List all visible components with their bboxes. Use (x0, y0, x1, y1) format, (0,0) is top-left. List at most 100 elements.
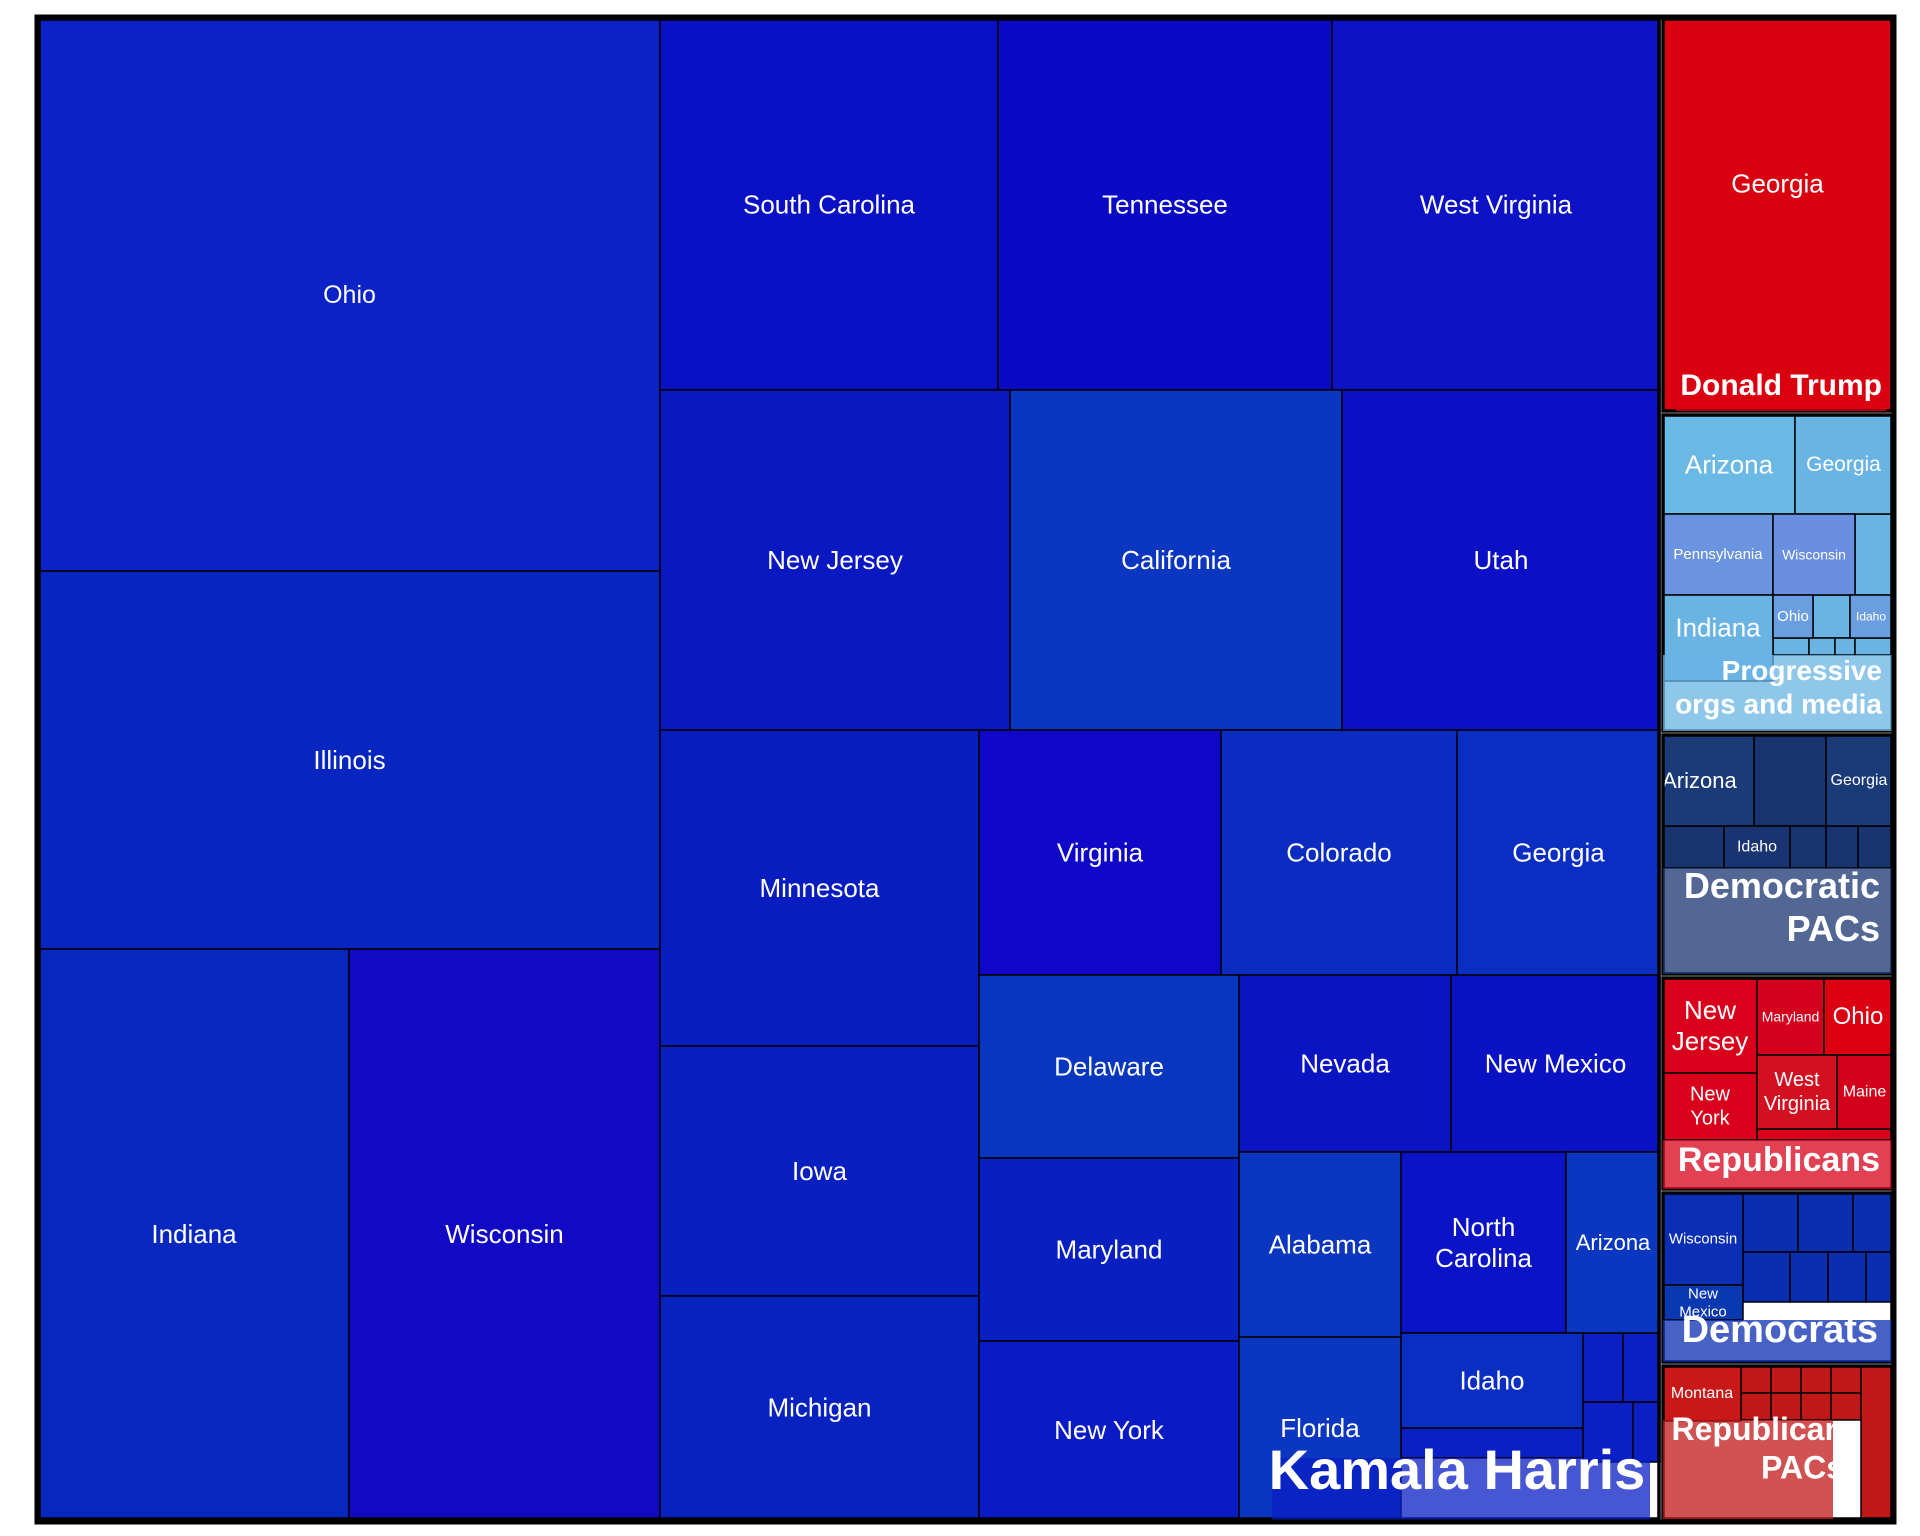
democrats-small-cell (1827, 1251, 1867, 1303)
kamala-harris-label-north-carolina: North Carolina (1435, 1212, 1532, 1273)
kamala-harris-label-arizona: Arizona (1576, 1230, 1651, 1255)
kamala-harris-label-idaho: Idaho (1459, 1366, 1524, 1396)
republicans-cell-ohio (1823, 977, 1893, 1056)
kamala-harris-cell-west-virginia (1331, 18, 1661, 391)
democrats-small-cell (1797, 1192, 1854, 1253)
democratic-pacs-cell-georgia (1825, 734, 1893, 827)
kamala-harris-small-cell (1582, 1401, 1634, 1463)
donald-trump-group-label: Donald Trump (1680, 369, 1882, 402)
donald-trump-label-georgia: Georgia (1731, 169, 1824, 199)
kamala-harris-label-new-jersey: New Jersey (767, 545, 903, 575)
democrats-small-cell (1742, 1251, 1791, 1303)
progressive-orgs-and-media-group-label-bg (1663, 655, 1892, 731)
kamala-harris-cell-wisconsin (348, 948, 661, 1520)
republicans-cell-maryland (1756, 977, 1825, 1056)
democrats-label-new-mexico: New Mexico (1679, 1285, 1727, 1320)
kamala-harris-label-new-york: New York (1054, 1415, 1165, 1445)
kamala-harris-label-georgia: Georgia (1512, 838, 1605, 868)
progressive-orgs-and-media-cell-idaho (1849, 594, 1893, 639)
democrats-small-cell (1789, 1251, 1829, 1303)
kamala-harris-label-colorado: Colorado (1286, 838, 1392, 868)
kamala-harris-cell-maryland (978, 1157, 1240, 1342)
democratic-pacs-label-idaho: Idaho (1737, 839, 1777, 856)
donald-trump-group-label-bg (1676, 373, 1886, 411)
progressive-orgs-and-media-label-pennsylvania: Pennsylvania (1673, 546, 1763, 563)
republican-pacs-small-cell (1770, 1365, 1802, 1394)
kamala-harris-label-iowa: Iowa (792, 1156, 847, 1186)
kamala-harris-cell-indiana (38, 948, 350, 1520)
republicans-label-west-virginia: West Virginia (1764, 1069, 1831, 1115)
progressive-orgs-and-media-label-ohio: Ohio (1777, 608, 1809, 625)
progressive-orgs-and-media-label-wisconsin: Wisconsin (1782, 547, 1846, 563)
democrats-group-label-bg (1663, 1320, 1892, 1362)
kamala-harris-label-nevada: Nevada (1300, 1049, 1390, 1079)
republican-pacs-small-cell (1740, 1365, 1772, 1394)
kamala-harris-label-virginia: Virginia (1057, 838, 1144, 868)
democrats-cell-new-mexico (1662, 1284, 1744, 1321)
republicans-label-ohio: Ohio (1833, 1003, 1884, 1030)
progressive-orgs-and-media-small-cell (1812, 594, 1851, 639)
kamala-harris-cell-ohio (38, 18, 661, 572)
kamala-harris-small-cell (1582, 1332, 1624, 1403)
progressive-orgs-and-media-small-cell (1854, 513, 1893, 596)
republican-pacs-small-cell (1830, 1365, 1862, 1394)
kamala-harris-cell-south-carolina (659, 18, 999, 391)
democratic-pacs-small-cell (1825, 825, 1859, 869)
kamala-harris-label-alabama: Alabama (1269, 1230, 1372, 1260)
donald-trump-cell-georgia (1662, 18, 1893, 412)
progressive-orgs-and-media-small-cell (1808, 637, 1836, 656)
republican-pacs-label-montana: Montana (1671, 1385, 1733, 1402)
kamala-harris-label-illinois: Illinois (313, 745, 385, 775)
kamala-harris-cell-georgia (1456, 729, 1661, 976)
republicans-label-maine: Maine (1843, 1084, 1887, 1101)
progressive-orgs-and-media-small-cell (1854, 637, 1893, 656)
republican-pacs-group-label: Republican PACs (1672, 1411, 1844, 1485)
kamala-harris-cell-iowa (659, 1045, 980, 1297)
chart-frame (34, 14, 1897, 1525)
democrats-small-cell (1852, 1192, 1893, 1253)
progressive-orgs-and-media-label-indiana: Indiana (1675, 613, 1761, 643)
republicans-label-new-york: New York (1690, 1084, 1731, 1130)
democratic-pacs-group-label-bg (1663, 868, 1892, 974)
republican-pacs-group-label-bg (1663, 1420, 1833, 1519)
kamala-harris-label-west-virginia: West Virginia (1420, 190, 1573, 220)
progressive-orgs-and-media-small-cell (1834, 637, 1856, 656)
democratic-pacs-small-cell (1857, 825, 1893, 869)
progressive-orgs-and-media-cell-wisconsin (1772, 513, 1856, 596)
progressive-orgs-and-media-group-label: Progressive orgs and media (1675, 655, 1882, 720)
republican-pacs-small-cell (1800, 1365, 1832, 1394)
progressive-orgs-and-media-cell-arizona (1662, 414, 1796, 515)
kamala-harris-cell-arizona (1565, 1151, 1661, 1334)
kamala-harris-label-indiana: Indiana (151, 1219, 237, 1249)
kamala-harris-cell-virginia (978, 729, 1222, 976)
republicans-small-cell (1756, 1128, 1893, 1141)
republican-pacs-small-cell (1770, 1392, 1802, 1421)
kamala-harris-label-wisconsin: Wisconsin (445, 1219, 563, 1249)
kamala-harris-cell-north-carolina (1400, 1151, 1567, 1334)
kamala-harris-small-cell (1622, 1332, 1661, 1403)
kamala-harris-label-new-mexico: New Mexico (1485, 1049, 1627, 1079)
democratic-pacs-small-cell (1789, 825, 1827, 869)
republicans-group-label-bg (1663, 1140, 1892, 1189)
kamala-harris-cell-utah (1341, 389, 1661, 731)
kamala-harris-cell-minnesota (659, 729, 980, 1047)
republicans-cell-new-york (1662, 1072, 1758, 1141)
democrats-label-wisconsin: Wisconsin (1669, 1231, 1737, 1248)
republican-pacs-cell-montana (1662, 1365, 1742, 1422)
democratic-pacs-small-cell (1753, 734, 1827, 827)
kamala-harris-label-south-carolina: South Carolina (743, 190, 916, 220)
kamala-harris-label-delaware: Delaware (1054, 1052, 1164, 1082)
democrats-small-cell (1742, 1192, 1799, 1253)
kamala-harris-label-florida: Florida (1280, 1413, 1360, 1443)
treemap-cells (38, 18, 1893, 1520)
democratic-pacs-label-arizona: Arizona (1662, 768, 1737, 793)
kamala-harris-label-california: California (1121, 545, 1231, 575)
democratic-pacs-label-georgia: Georgia (1831, 772, 1888, 789)
democrats-group-label: Democrats (1682, 1309, 1878, 1351)
kamala-harris-cell-nevada (1238, 974, 1452, 1153)
republicans-label-maryland: Maryland (1762, 1009, 1820, 1025)
kamala-harris-label-minnesota: Minnesota (760, 873, 880, 903)
republicans-cell-maine (1836, 1054, 1893, 1130)
democratic-pacs-group-label: Democratic PACs (1684, 865, 1880, 949)
progressive-orgs-and-media-cell-ohio (1772, 594, 1814, 639)
